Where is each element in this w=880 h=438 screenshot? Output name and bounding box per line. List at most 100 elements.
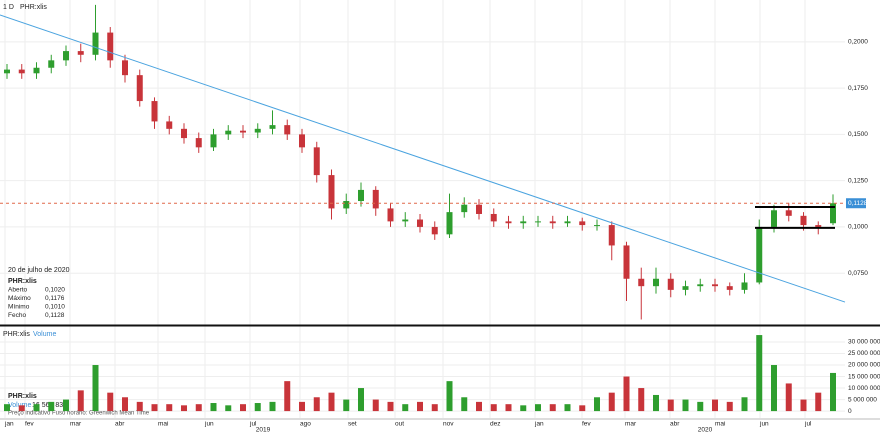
candle-body [166,121,173,129]
candle-body [815,225,822,227]
volume-bar [712,399,718,412]
candle-body [33,67,40,74]
x-tick-label: jun [759,421,769,428]
volume-bar [387,401,394,412]
volume-bar [549,404,556,412]
volume-bar [299,401,305,412]
x-tick-label: mar [70,421,82,428]
volume-bar [372,399,379,412]
info-value: 0,1010 [45,304,65,311]
volume-bar [284,381,291,412]
volume-bar [594,397,600,412]
candle-body [269,125,276,129]
candle-body [476,204,482,214]
volume-bar [328,392,335,412]
candle-body [181,128,187,139]
x-tick-label: mai [158,421,168,428]
candle-body [313,147,320,176]
volume-bar [18,405,25,412]
candle-body [210,134,217,148]
volume-bar [756,335,763,412]
candle-body [564,221,571,224]
volume-bar [623,376,630,412]
y2-tick-label: 30 000 000 [848,339,880,346]
volume-bar [225,405,232,412]
year-label: 2019 [256,427,271,433]
y-tick-label: 0,2000 [848,39,868,46]
info-key: Aberto [8,287,28,294]
x-tick-label: jul [249,421,257,428]
volume-bar [136,401,143,412]
candle-body [771,210,777,227]
candle-body [446,212,453,235]
candle-body [372,189,379,209]
info-key: Mínimo [8,304,30,311]
volume-bar [520,405,527,412]
candle-body [623,245,630,279]
candle-body [697,284,704,287]
candle-body [343,201,350,209]
x-tick-label: fev [25,421,34,428]
volume-bar [48,401,55,412]
info-date: 20 de julho de 2020 [8,267,70,274]
candle-body [785,210,792,216]
candle-body [18,69,25,74]
candle-body [608,225,615,246]
x-tick-label: set [348,421,357,428]
candle-body [800,215,807,226]
candle-body [136,75,143,102]
candle-body [756,226,763,283]
volume-bar [771,365,777,412]
volume-note: Preço indicativo Fuso horário: Greenwich… [8,411,150,417]
trendline [0,14,846,303]
volume-bar [535,404,541,412]
y-tick-label: 0,0750 [848,270,868,277]
info-value: 0,1128 [45,312,65,319]
candle-body [77,51,84,55]
volume-bar [195,404,202,412]
volume-bar [417,401,423,412]
candle-body [712,284,718,287]
volume-bar [476,401,482,412]
volume-bar [92,365,99,412]
y-tick-label: 0,1000 [848,224,868,231]
volume-bar [107,392,114,412]
volume-bar [579,405,586,412]
volume-bar [608,392,615,412]
candle-body [195,138,202,148]
candle-body [92,32,99,55]
info-key: Fecho [8,312,26,319]
y2-tick-label: 25 000 000 [848,350,880,357]
volume-bar [33,404,40,412]
candle-body [107,32,114,61]
x-tick-label: nov [443,421,454,428]
x-tick-label: fev [582,421,591,428]
volume-bar [358,388,364,412]
x-tick-label: jul [804,421,812,428]
last-price-label: 0,1128 [848,200,868,207]
volume-bar [122,397,128,412]
volume-bar [564,404,571,412]
x-tick-label: ago [300,421,311,428]
volume-bar [210,403,217,412]
candle-body [549,221,556,224]
candle-body [535,221,541,223]
candle-body [240,130,246,133]
volume-bar [343,399,350,412]
candle-body [402,219,409,222]
x-tick-label: out [395,421,404,428]
y2-tick-label: 5 000 000 [848,396,877,403]
x-tick-label: mar [625,421,637,428]
info-value: 0,1176 [45,295,65,302]
volume-bar [181,405,187,412]
volume-bar [461,397,468,412]
y-tick-label: 0,1500 [848,131,868,138]
x-tick-label: abr [670,421,680,428]
x-tick-label: mai [715,421,725,428]
volume-bar [800,399,807,412]
candle-body [151,101,158,122]
candle-body [667,278,674,290]
candle-body [490,213,497,222]
candle-body [63,51,69,61]
volume-bar [63,399,69,412]
